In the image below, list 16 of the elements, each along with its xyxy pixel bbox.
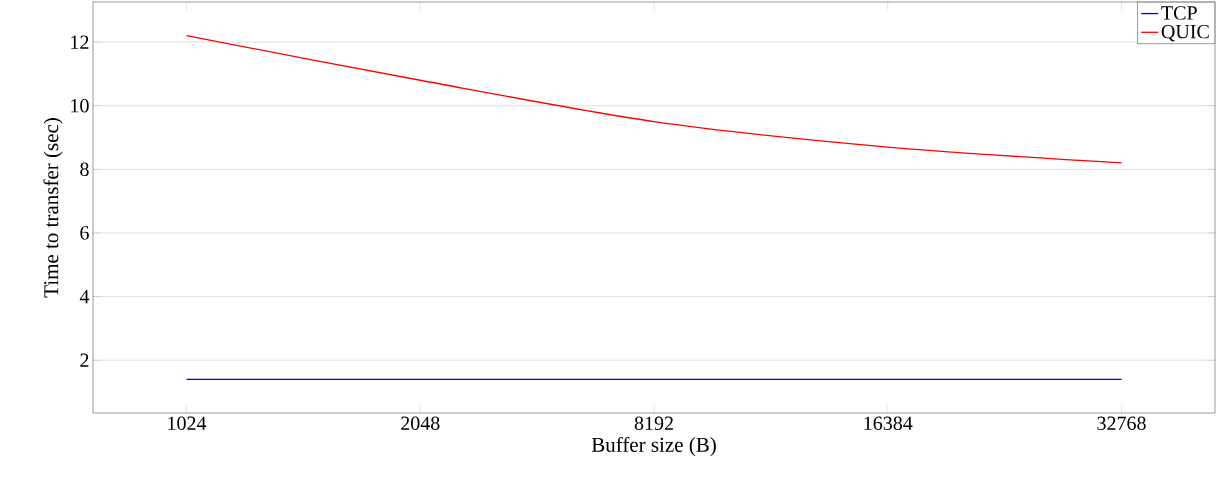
x-tick-label: 32768 bbox=[1097, 416, 1146, 431]
x-tick-label: 16384 bbox=[864, 416, 913, 431]
y-axis-title: Time to transfer (sec) bbox=[43, 118, 63, 298]
y-tick-label: 8 bbox=[80, 162, 89, 177]
legend-label: TCP bbox=[1161, 6, 1197, 20]
line-series bbox=[185, 35, 1123, 164]
x-tick-label: 1024 bbox=[168, 416, 207, 431]
y-tick-label: 4 bbox=[79, 289, 90, 304]
y-tick-label: 6 bbox=[80, 226, 89, 240]
x-tick-label: 8192 bbox=[634, 416, 673, 431]
y-tick-label: 12 bbox=[71, 35, 89, 49]
legend-label: QUIC bbox=[1161, 24, 1209, 42]
x-tick-label: 2048 bbox=[401, 416, 440, 431]
x-axis-title: Buffer size (B) bbox=[591, 436, 716, 457]
y-tick-label: 10 bbox=[71, 98, 89, 113]
y-tick-label: 2 bbox=[80, 353, 89, 367]
